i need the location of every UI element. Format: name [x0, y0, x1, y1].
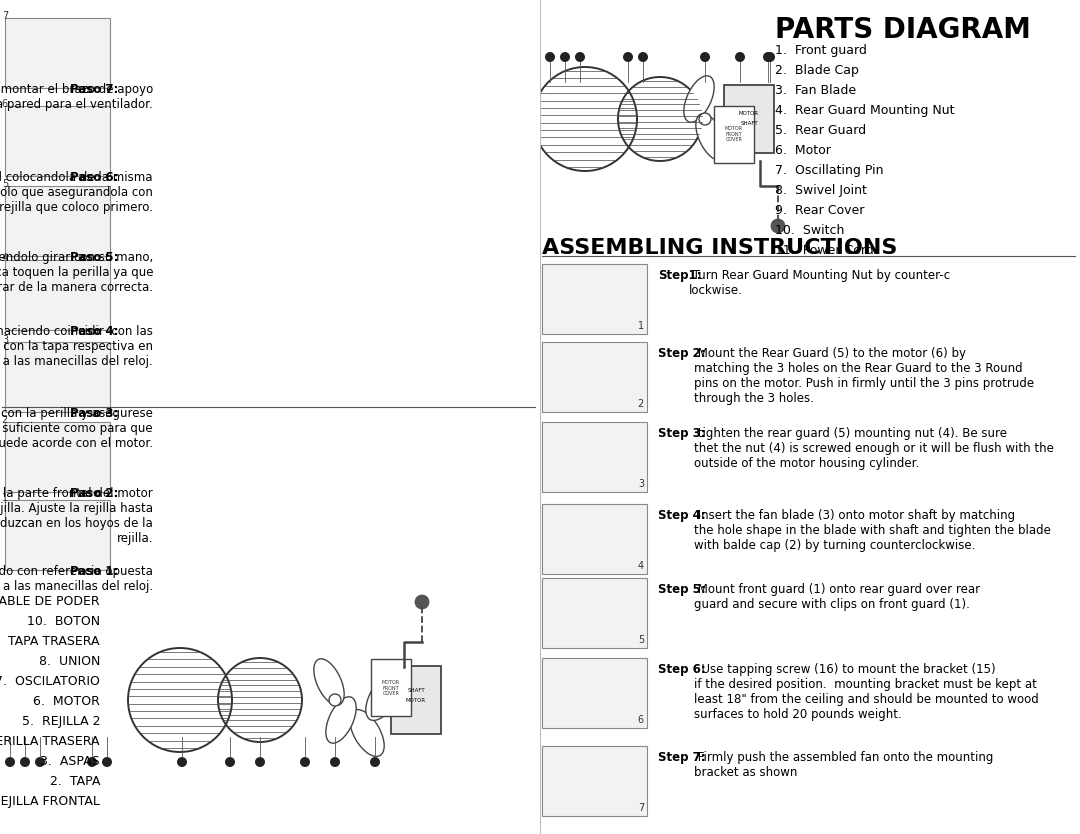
Text: Use tapping screw (16) to mount the bracket (15)
if the desired position.  mount: Use tapping screw (16) to mount the brac… [694, 663, 1039, 721]
Circle shape [762, 52, 773, 62]
Text: 2: 2 [2, 415, 8, 425]
Ellipse shape [684, 76, 714, 123]
Text: 8.  UNION: 8. UNION [39, 655, 100, 668]
Text: 8.  Swivel Joint: 8. Swivel Joint [775, 184, 867, 197]
Text: 3: 3 [2, 335, 8, 345]
Text: SHAFT: SHAFT [407, 687, 424, 692]
Circle shape [5, 757, 15, 767]
FancyBboxPatch shape [542, 422, 647, 492]
Circle shape [638, 52, 648, 62]
Text: Step 4:: Step 4: [658, 509, 705, 522]
Text: Paso 4:: Paso 4: [69, 325, 118, 338]
Text: 1.  REJILLA FRONTAL: 1. REJILLA FRONTAL [0, 795, 100, 808]
Text: Step1:: Step1: [658, 269, 702, 282]
Text: MOTOR: MOTOR [739, 110, 759, 115]
Text: 6: 6 [638, 715, 644, 725]
Circle shape [700, 52, 710, 62]
Text: 1: 1 [638, 321, 644, 331]
Text: 7.  Oscillating Pin: 7. Oscillating Pin [775, 164, 883, 177]
FancyBboxPatch shape [542, 578, 647, 648]
Text: 5.  REJILLA 2: 5. REJILLA 2 [22, 715, 100, 728]
FancyBboxPatch shape [5, 422, 110, 492]
Text: 1: 1 [2, 493, 8, 503]
FancyBboxPatch shape [5, 342, 110, 412]
Text: Step 2:: Step 2: [658, 347, 705, 360]
Circle shape [735, 52, 745, 62]
Text: 6.  MOTOR: 6. MOTOR [33, 695, 100, 708]
Circle shape [330, 757, 340, 767]
FancyBboxPatch shape [5, 500, 110, 570]
Circle shape [765, 52, 775, 62]
Text: Coloque la rejilla trasera a la parte frontal del motor
haciendo coincidir los h: Coloque la rejilla trasera a la parte fr… [0, 487, 153, 545]
Text: Step 5:: Step 5: [658, 583, 705, 596]
FancyBboxPatch shape [714, 106, 754, 163]
Text: 6.  Motor: 6. Motor [775, 144, 831, 157]
Text: 2.  Blade Cap: 2. Blade Cap [775, 64, 859, 77]
Ellipse shape [314, 659, 345, 706]
Circle shape [415, 595, 429, 609]
Text: Step 3:: Step 3: [658, 427, 705, 440]
Text: Step 6:: Step 6: [658, 663, 705, 676]
Text: Desatornille la perilla girando con referencia opuesta
a las manecillas del relo: Desatornille la perilla girando con refe… [0, 565, 153, 593]
Text: Mount the Rear Guard (5) to the motor (6) by
matching the 3 holes on the Rear Gu: Mount the Rear Guard (5) to the motor (6… [694, 347, 1035, 405]
Text: 5: 5 [638, 635, 644, 645]
Text: Paso 3:: Paso 3: [69, 407, 118, 420]
Circle shape [561, 52, 570, 62]
Text: 9.  TAPA TRASERA: 9. TAPA TRASERA [0, 635, 100, 648]
Text: Inserte las cuchillas haciendo coincidir  con las
cabezas, luego apriete y asegu: Inserte las cuchillas haciendo coincidir… [0, 325, 153, 368]
Text: 4: 4 [638, 561, 644, 571]
Text: 3.  Fan Blade: 3. Fan Blade [775, 84, 856, 97]
Text: Monte la rejilla frontal colocandola de la misma
manera en que coloco la trasera: Monte la rejilla frontal colocandola de … [0, 171, 153, 214]
Text: 1.  Front guard: 1. Front guard [775, 44, 867, 57]
Text: Step 7:: Step 7: [658, 751, 705, 764]
Circle shape [225, 757, 235, 767]
Text: 6: 6 [2, 99, 8, 109]
Text: 10.  BOTON: 10. BOTON [27, 615, 100, 628]
Text: Asegure la rejilla trasera con la perilla y asegurese
de que quede bien ajustada: Asegure la rejilla trasera con la perill… [0, 407, 153, 450]
Text: ASSEMBLING INSTRUCTIONS: ASSEMBLING INSTRUCTIONS [542, 238, 897, 258]
Circle shape [21, 757, 30, 767]
FancyBboxPatch shape [542, 658, 647, 728]
Text: Turn Rear Guard Mounting Nut by counter-c
lockwise.: Turn Rear Guard Mounting Nut by counter-… [689, 269, 950, 297]
FancyBboxPatch shape [724, 85, 774, 153]
Ellipse shape [696, 113, 726, 160]
Text: SHAFT: SHAFT [740, 120, 758, 125]
FancyBboxPatch shape [542, 342, 647, 412]
FancyBboxPatch shape [542, 504, 647, 574]
FancyBboxPatch shape [5, 260, 110, 330]
Text: Paso 2:: Paso 2: [69, 487, 118, 500]
Text: Pruebe el ventilador haciendolo girar con su mano,
asegurese de que las cuchilla: Pruebe el ventilador haciendolo girar co… [0, 251, 153, 294]
Circle shape [177, 757, 187, 767]
FancyBboxPatch shape [5, 186, 110, 256]
Circle shape [102, 757, 112, 767]
Text: PARTS DIAGRAM: PARTS DIAGRAM [775, 16, 1031, 44]
Text: 2.  TAPA: 2. TAPA [50, 775, 100, 788]
FancyBboxPatch shape [542, 746, 647, 816]
Text: Paso 6:: Paso 6: [69, 171, 118, 184]
Text: tighten the rear guard (5) mounting nut (4). Be sure
thet the nut (4) is screwed: tighten the rear guard (5) mounting nut … [694, 427, 1054, 470]
Text: 4.  Rear Guard Mounting Nut: 4. Rear Guard Mounting Nut [775, 104, 955, 117]
Text: Insert the fan blade (3) onto motor shaft by matching
the hole shape in the blad: Insert the fan blade (3) onto motor shaf… [694, 509, 1051, 552]
Text: 10.  Switch: 10. Switch [775, 224, 845, 237]
Text: Paso 7:: Paso 7: [69, 83, 118, 96]
Text: Mount front guard (1) onto rear guard over rear
guard and secure with clips on f: Mount front guard (1) onto rear guard ov… [694, 583, 981, 611]
Text: 3.  ASPAS: 3. ASPAS [40, 755, 100, 768]
Circle shape [771, 219, 785, 233]
Text: 11.  Power Cord: 11. Power Cord [775, 244, 874, 257]
Text: Paso 5:: Paso 5: [69, 251, 118, 264]
Text: MOTOR
FRONT
COVER: MOTOR FRONT COVER [382, 680, 400, 696]
Text: 5.  Rear Guard: 5. Rear Guard [775, 124, 866, 137]
Text: Use un destornillador para montar el brazo de apoyo
en la pared para el ventilad: Use un destornillador para montar el bra… [0, 83, 153, 111]
Circle shape [35, 757, 45, 767]
Text: 5: 5 [2, 179, 8, 189]
Text: 7: 7 [2, 11, 8, 21]
Text: 2: 2 [638, 399, 644, 409]
FancyBboxPatch shape [372, 659, 411, 716]
Circle shape [329, 694, 341, 706]
Text: MOTOR
FRONT
COVER: MOTOR FRONT COVER [725, 126, 743, 143]
Ellipse shape [350, 710, 384, 756]
Ellipse shape [326, 696, 356, 743]
FancyBboxPatch shape [5, 106, 110, 176]
FancyBboxPatch shape [542, 264, 647, 334]
Circle shape [623, 52, 633, 62]
